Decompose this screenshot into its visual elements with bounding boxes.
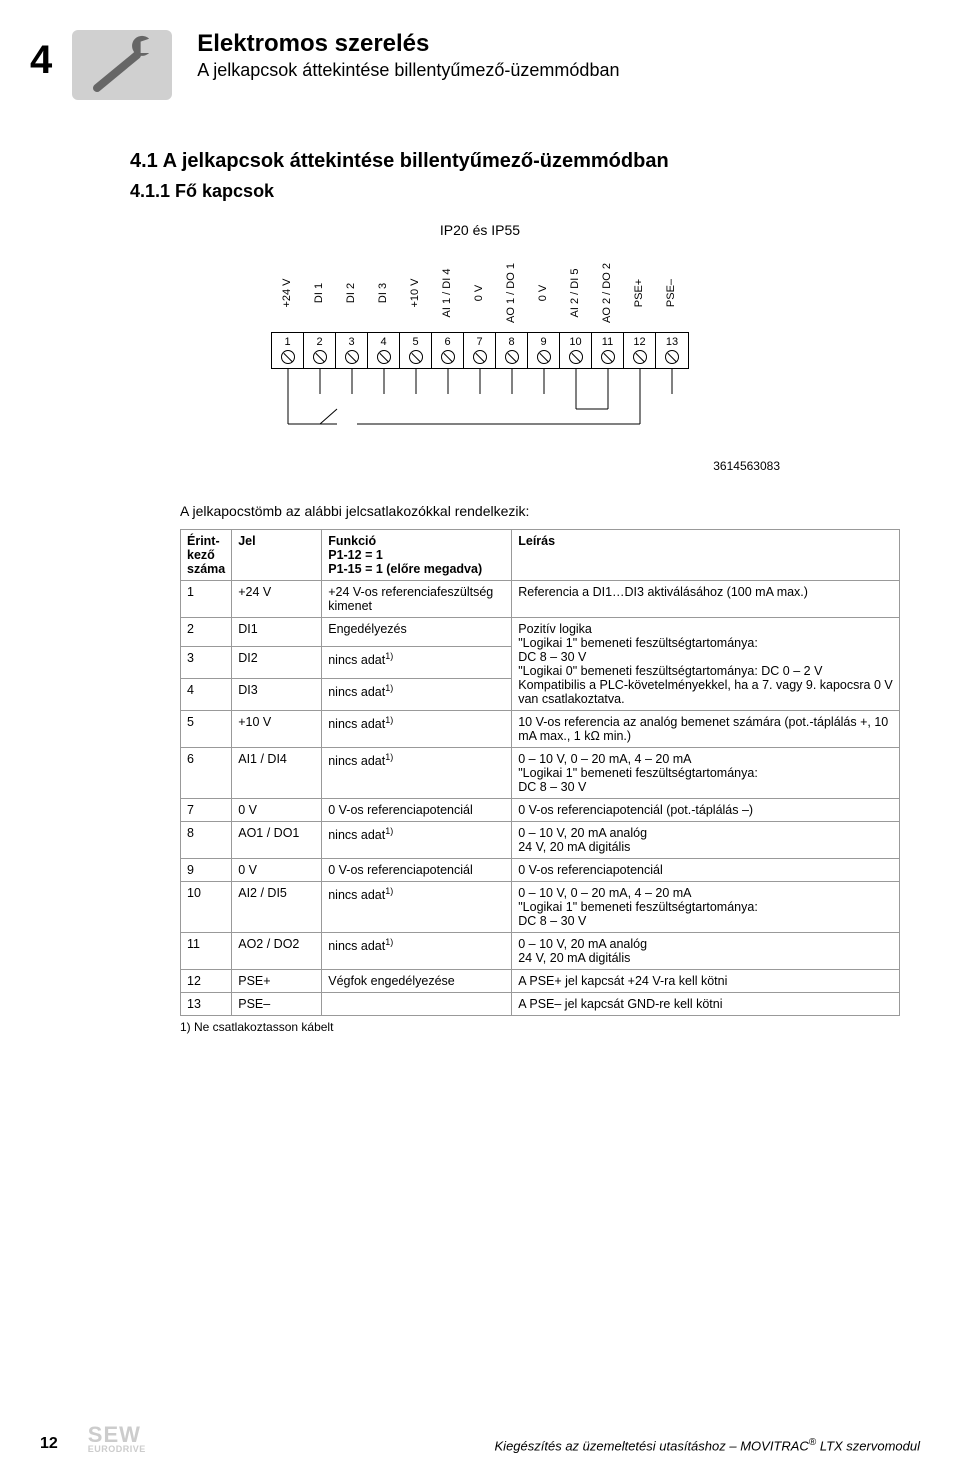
diagram-caption: IP20 és IP55 bbox=[0, 222, 960, 238]
table-row: 5+10 Vnincs adat1)10 V-os referencia az … bbox=[181, 711, 900, 748]
th-num: Érint-kezőszáma bbox=[181, 530, 232, 581]
terminal-cell: 10 bbox=[560, 333, 592, 368]
table-footnote: 1) Ne csatlakoztasson kábelt bbox=[180, 1020, 960, 1034]
th-desc: Leírás bbox=[512, 530, 900, 581]
table-row: 11AO2 / DO2nincs adat1)0 – 10 V, 20 mA a… bbox=[181, 933, 900, 970]
page-header: 4 Elektromos szerelés A jelkapcsok áttek… bbox=[0, 0, 960, 100]
terminal-cell: 2 bbox=[304, 333, 336, 368]
table-row: 1+24 V+24 V-os referenciafeszültség kime… bbox=[181, 581, 900, 618]
terminal-cell: 5 bbox=[400, 333, 432, 368]
terminal-label: PSE– bbox=[636, 277, 706, 309]
th-func: FunkcióP1-12 = 1P1-15 = 1 (előre megadva… bbox=[322, 530, 512, 581]
header-subtitle: A jelkapcsok áttekintése billentyűmező-ü… bbox=[197, 60, 619, 81]
terminal-diagram: +24 VDI 1DI 2DI 3+10 VAI 1 / DI 40 VAO 1… bbox=[0, 258, 960, 449]
wrench-icon bbox=[72, 30, 172, 100]
section-heading: 4.1 A jelkapcsok áttekintése billentyűme… bbox=[130, 150, 960, 173]
wiring-diagram bbox=[272, 369, 688, 449]
table-row: 8AO1 / DO1nincs adat1)0 – 10 V, 20 mA an… bbox=[181, 822, 900, 859]
header-title: Elektromos szerelés bbox=[197, 30, 619, 58]
table-intro: A jelkapocstömb az alábbi jelcsatlakozók… bbox=[180, 503, 960, 519]
subsection-heading: 4.1.1 Fő kapcsok bbox=[130, 181, 960, 202]
terminal-cell: 4 bbox=[368, 333, 400, 368]
header-titles: Elektromos szerelés A jelkapcsok áttekin… bbox=[197, 30, 619, 81]
footer-text: Kiegészítés az üzemeltetési utasításhoz … bbox=[495, 1437, 920, 1453]
page-footer: 12 SEW EURODRIVE Kiegészítés az üzemelte… bbox=[0, 1425, 960, 1453]
terminal-cell: 6 bbox=[432, 333, 464, 368]
terminal-cell: 12 bbox=[624, 333, 656, 368]
table-row: 13PSE–A PSE– jel kapcsát GND-re kell köt… bbox=[181, 993, 900, 1016]
diagram-id: 3614563083 bbox=[0, 459, 780, 473]
terminal-cell: 13 bbox=[656, 333, 688, 368]
table-row: 70 V0 V-os referenciapotenciál0 V-os ref… bbox=[181, 799, 900, 822]
terminal-table: Érint-kezőszáma Jel FunkcióP1-12 = 1P1-1… bbox=[180, 529, 900, 1016]
table-row: 90 V0 V-os referenciapotenciál0 V-os ref… bbox=[181, 859, 900, 882]
sew-logo: SEW EURODRIVE bbox=[88, 1425, 146, 1453]
table-row: 10AI2 / DI5nincs adat1)0 – 10 V, 0 – 20 … bbox=[181, 882, 900, 933]
page-number: 12 bbox=[40, 1435, 58, 1453]
table-row: 2DI1EngedélyezésPozitív logika"Logikai 1… bbox=[181, 618, 900, 647]
terminal-cell: 11 bbox=[592, 333, 624, 368]
terminal-cell: 3 bbox=[336, 333, 368, 368]
table-row: 6AI1 / DI4nincs adat1)0 – 10 V, 0 – 20 m… bbox=[181, 748, 900, 799]
th-jel: Jel bbox=[232, 530, 322, 581]
terminal-cell: 7 bbox=[464, 333, 496, 368]
chapter-number: 4 bbox=[30, 30, 52, 80]
terminal-cell: 9 bbox=[528, 333, 560, 368]
terminal-cell: 8 bbox=[496, 333, 528, 368]
terminal-cell: 1 bbox=[272, 333, 304, 368]
table-row: 12PSE+Végfok engedélyezéseA PSE+ jel kap… bbox=[181, 970, 900, 993]
